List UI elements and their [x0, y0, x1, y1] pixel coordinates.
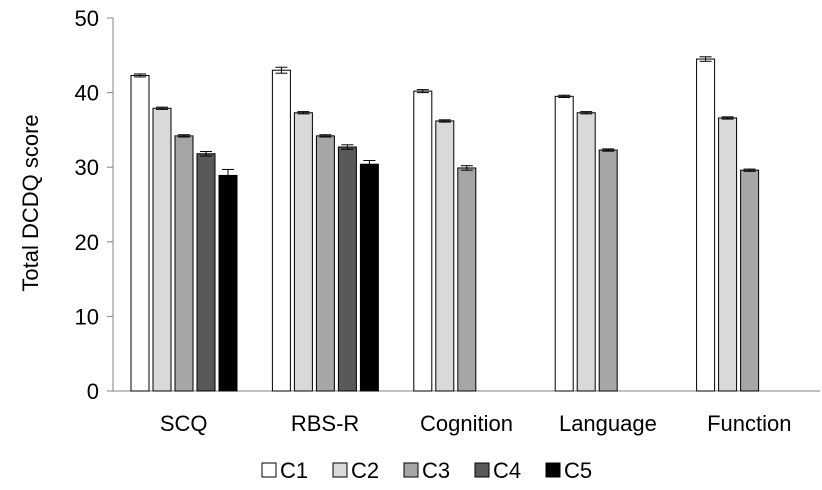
legend-label-c5: C5 — [564, 458, 592, 483]
plot-area: 0 10 20 30 40 50 SCQ RBS-R Cognition Language Func… — [75, 6, 820, 436]
y-tick-label: 50 — [75, 6, 99, 31]
bar-c3-rbs-r — [315, 135, 335, 392]
legend-label-c3: C3 — [422, 458, 450, 483]
y-tick-label: 10 — [75, 304, 99, 329]
y-tick-label: 30 — [75, 155, 99, 180]
legend-swatch-c5 — [545, 462, 561, 478]
legend-label-c4: C4 — [493, 458, 521, 483]
legend-label-c1: C1 — [280, 458, 308, 483]
legend-label-c2: C2 — [351, 458, 379, 483]
legend-swatch-c3 — [403, 462, 419, 478]
legend-swatch-c2 — [332, 462, 348, 478]
bar-c2-scq — [152, 107, 172, 392]
x-tick-label: SCQ — [160, 411, 208, 436]
bar-c4-scq — [196, 153, 216, 392]
x-tick-label: Cognition — [420, 411, 513, 436]
bar-c1-language — [554, 95, 574, 392]
y-tick-label: 40 — [75, 81, 99, 106]
y-tick-label: 20 — [75, 230, 99, 255]
bar-c3-cognition — [457, 167, 477, 392]
bar-c2-cognition — [435, 120, 455, 392]
bar-c5-rbs-r — [359, 163, 379, 392]
bar-c2-function — [718, 117, 738, 392]
bar-c4-rbs-r — [337, 146, 357, 392]
y-tick-label: 0 — [87, 379, 99, 404]
bar-c1-function — [696, 58, 716, 392]
legend-swatch-c1 — [261, 462, 277, 478]
bar-c1-scq — [130, 74, 150, 392]
bar-c3-function — [740, 169, 760, 392]
bar-c2-language — [576, 112, 596, 392]
bar-c1-rbs-r — [271, 69, 291, 392]
x-tick-label: RBS-R — [291, 411, 359, 436]
legend-swatch-c4 — [474, 462, 490, 478]
x-tick-label: Function — [707, 411, 791, 436]
bar-c3-scq — [174, 135, 194, 392]
bar-c1-cognition — [413, 90, 433, 392]
x-tick-label: Language — [559, 411, 657, 436]
bar-c2-rbs-r — [293, 112, 313, 392]
y-axis-title: Total DCDQ score — [18, 114, 43, 291]
bar-c5-scq — [218, 174, 238, 392]
legend: C1 C2 C3 C4 C5 — [261, 458, 592, 483]
bar-c3-language — [598, 149, 618, 392]
